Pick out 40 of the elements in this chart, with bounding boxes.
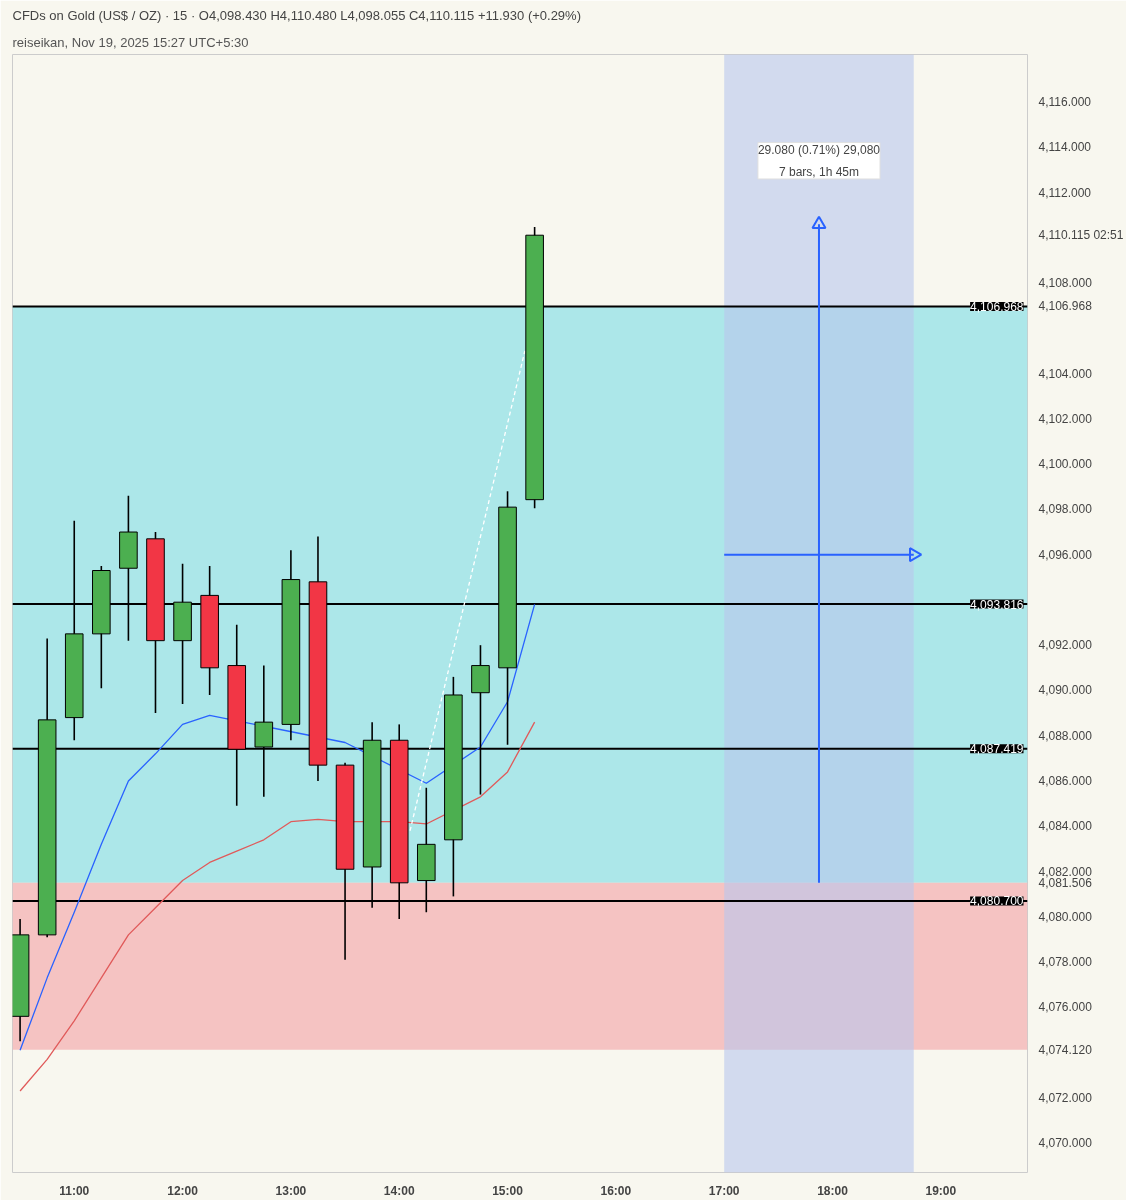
- chart-subtitle: reiseikan, Nov 19, 2025 15:27 UTC+5:30: [12, 34, 249, 50]
- y-tick-label: 4,084.000: [1038, 819, 1093, 834]
- y-tick-label: 4,114.000: [1038, 140, 1092, 155]
- x-tick-label: 12:00: [167, 1183, 199, 1198]
- y-tick-label: 4,070.000: [1038, 1136, 1093, 1151]
- y-tick-label: 4,082.000: [1038, 864, 1093, 879]
- y-tick-label: 4,106.968: [1038, 299, 1093, 314]
- x-tick-label: 15:00: [492, 1183, 524, 1198]
- y-tick-label: 4,116.000: [1038, 95, 1092, 110]
- x-tick-label: 11:00: [59, 1183, 90, 1198]
- y-tick-label: 4,104.000: [1038, 366, 1093, 381]
- y-tick-label: 4,102.000: [1038, 411, 1093, 426]
- y-tick-label: 4,108.000: [1038, 276, 1093, 291]
- y-tick-label: 4,112.000: [1038, 185, 1092, 200]
- y-tick-label: 4,088.000: [1038, 728, 1093, 743]
- y-tick-label: 4,078.000: [1038, 955, 1093, 970]
- line-series: [19, 721, 536, 1092]
- y-tick-label: 4,080.000: [1038, 909, 1093, 924]
- x-tick-label: 14:00: [383, 1183, 415, 1198]
- ref-line-label: 4,106.968: [970, 299, 1024, 314]
- x-tick-label: 19:00: [925, 1183, 957, 1198]
- y-tick-label: 4,072.000: [1038, 1090, 1093, 1105]
- x-tick-label: 16:00: [600, 1183, 632, 1198]
- chart-title: CFDs on Gold (US$ / OZ) · 15 · O4,098.430 H4,110.480 L4,098.055 C4,110.115 +11.930 (+0.29%): [12, 7, 581, 23]
- y-tick-label: 4,100.000: [1038, 457, 1093, 472]
- y-tick-label: 4,092.000: [1038, 638, 1093, 653]
- annotation: 29.080 (0.71%) 29,080 7 bars, 1h 45m: [757, 142, 881, 179]
- y-tick-label: 4,074.120: [1038, 1042, 1093, 1057]
- y-tick-label: 4,076.000: [1038, 1000, 1093, 1015]
- x-tick-label: 17:00: [708, 1183, 740, 1198]
- y-tick-label: 4,110.115 02:51: [1038, 228, 1124, 243]
- x-tick-label: 18:00: [817, 1183, 849, 1198]
- y-tick-label: 4,098.000: [1038, 502, 1093, 517]
- ref-line-label: 4,080.700: [970, 894, 1024, 909]
- y-tick-label: 4,096.000: [1038, 547, 1093, 562]
- ref-line-label: 4,093.816: [970, 597, 1024, 612]
- y-tick-label: 4,086.000: [1038, 773, 1093, 788]
- ref-line-label: 4,087.419: [970, 742, 1024, 757]
- y-tick-label: 4,090.000: [1038, 683, 1093, 698]
- x-tick-label: 13:00: [275, 1183, 307, 1198]
